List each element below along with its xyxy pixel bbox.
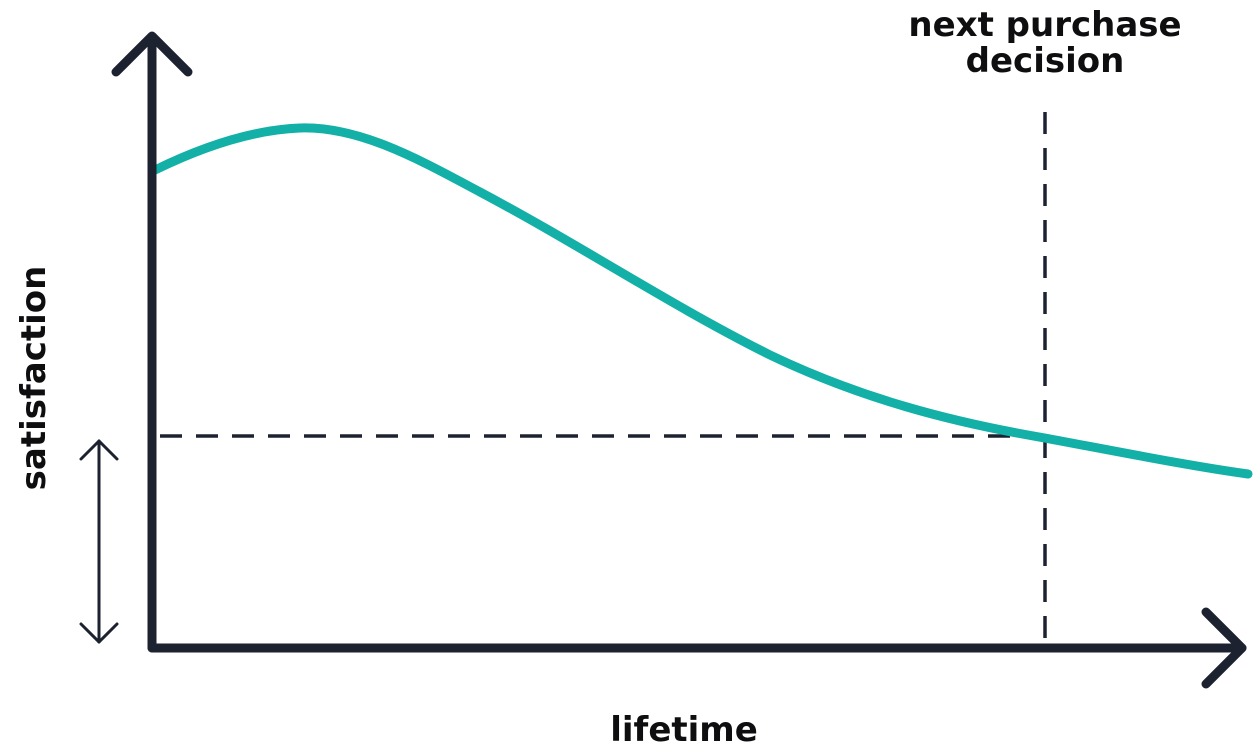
purchase-decision-annotation: next purchase decision <box>908 5 1182 81</box>
annotation-line-1: next purchase <box>908 5 1182 45</box>
x-axis-arrow-icon <box>1201 607 1247 689</box>
annotation-line-2: decision <box>965 40 1125 81</box>
y-axis-label: satisfaction <box>14 265 54 491</box>
satisfaction-curve <box>150 123 1253 479</box>
satisfaction-range-arrow-icon <box>79 439 119 644</box>
x-axis-label: lifetime <box>610 710 758 750</box>
y-axis-arrow-icon <box>111 31 193 77</box>
